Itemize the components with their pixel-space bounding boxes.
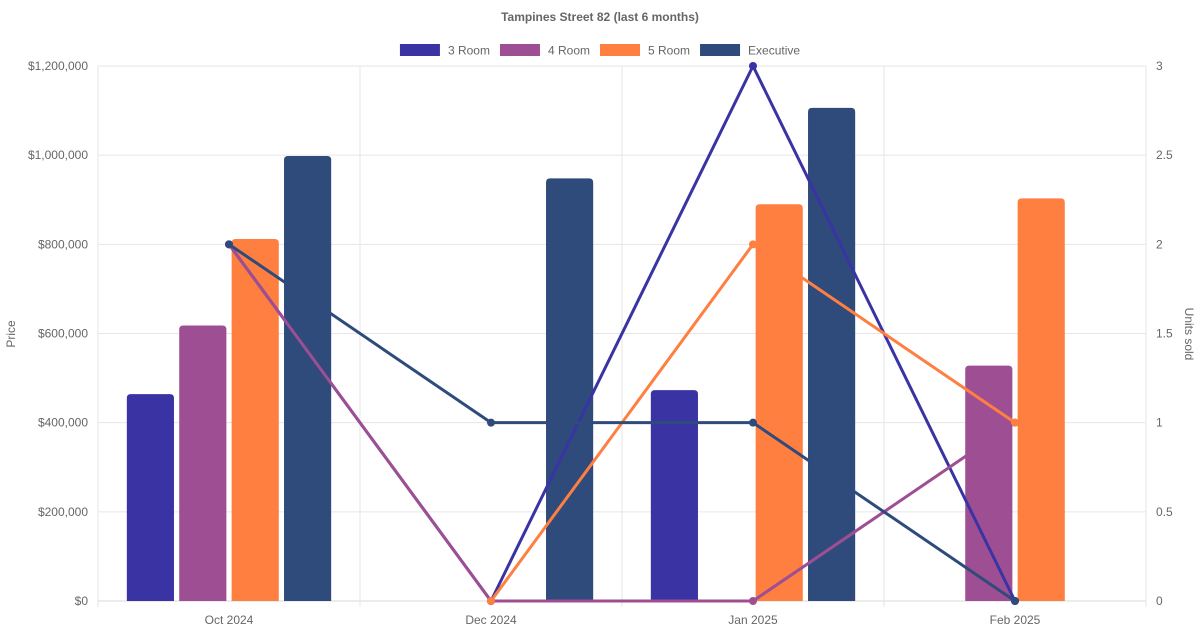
y-axis-left: $0 $200,000 $400,000 $600,000 $800,000 $1,000… [28,59,88,608]
legend-label: 5 Room [648,44,690,58]
y-axis-right: 0 0.5 1 1.5 2 2.5 3 [1156,59,1173,608]
series-point [487,418,495,427]
bars [126,107,1065,602]
legend-label: Executive [748,44,800,58]
y-left-tick-label: $600,000 [38,327,88,341]
x-axis: Oct 2024 Dec 2024 Jan 2025 Feb 2025 [205,613,1041,627]
series-point [1011,418,1019,427]
x-tick-label: Oct 2024 [205,613,254,627]
y-axis-left-title: Price [4,320,18,348]
series-point [749,62,757,70]
series-point [749,240,757,249]
y-left-tick-label: $1,200,000 [28,59,88,73]
y-right-tick-label: 2.5 [1156,148,1173,162]
x-tick-label: Jan 2025 [728,613,778,627]
chart-title: Tampines Street 82 (last 6 months) [501,10,699,24]
bar [126,394,174,601]
bar [231,238,279,601]
legend-swatch [700,44,741,56]
series-line [228,243,1016,603]
legend-swatch [600,44,640,56]
legend-swatch [399,44,440,56]
bar [179,325,227,601]
bar [1017,198,1065,601]
series-point [1011,597,1019,605]
legend-swatch [499,44,540,56]
bar [284,156,332,601]
y-right-tick-label: 0 [1156,594,1163,608]
y-axis-right-title: Units sold [1182,308,1196,361]
y-right-tick-label: 1.5 [1156,327,1173,341]
bar [546,178,594,601]
y-right-tick-label: 3 [1156,59,1163,73]
bar [965,365,1013,601]
y-right-tick-label: 1 [1156,416,1163,430]
y-right-tick-label: 0.5 [1156,505,1173,519]
bar [808,107,856,602]
y-left-tick-label: $400,000 [38,416,88,430]
series-point [487,597,495,605]
x-tick-label: Dec 2024 [465,613,517,627]
y-left-tick-label: $0 [75,594,89,608]
series-point [749,418,757,427]
y-left-tick-label: $1,000,000 [28,148,88,162]
y-right-tick-label: 2 [1156,237,1163,251]
series-point [225,240,233,249]
line-series [225,62,1019,605]
legend-label: 3 Room [448,44,490,58]
series-point [749,597,757,605]
bar [755,204,803,602]
bar [650,390,698,601]
y-left-tick-label: $200,000 [38,505,88,519]
y-left-tick-label: $800,000 [38,237,88,251]
legend: 3 Room 4 Room 5 Room Executive [399,44,800,58]
legend-label: 4 Room [548,44,590,58]
x-tick-label: Feb 2025 [990,613,1041,627]
